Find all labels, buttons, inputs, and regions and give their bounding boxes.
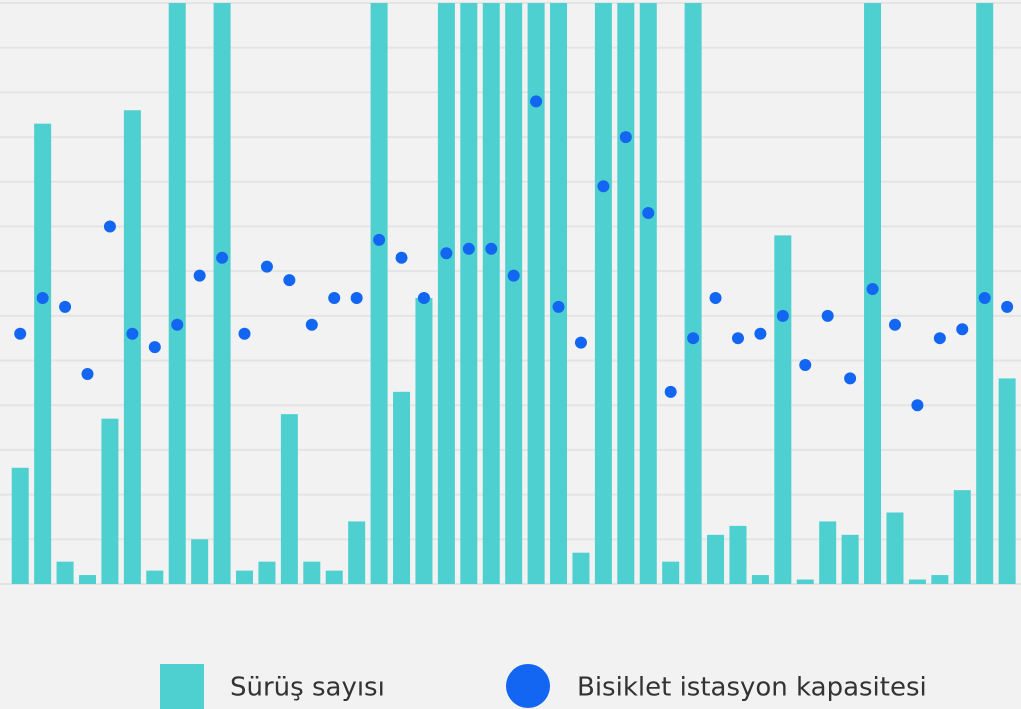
- dot: [844, 372, 857, 385]
- dot: [619, 131, 632, 144]
- bar: [998, 378, 1016, 584]
- bar: [236, 570, 254, 584]
- dot: [283, 274, 296, 287]
- bar: [101, 418, 119, 584]
- bar: [482, 3, 500, 585]
- dot: [978, 291, 991, 304]
- bar: [550, 3, 568, 585]
- dot: [350, 291, 363, 304]
- dot: [754, 327, 767, 340]
- dot: [866, 283, 879, 296]
- bar: [123, 110, 141, 584]
- dot: [574, 336, 587, 349]
- dot: [126, 327, 139, 340]
- bar: [819, 521, 837, 584]
- bar: [56, 561, 74, 584]
- bar: [908, 579, 926, 584]
- bar: [415, 297, 433, 584]
- dot: [305, 318, 318, 331]
- legend: Sürüş sayısı Bisiklet istasyon kapasitesi: [160, 664, 927, 709]
- bar: [168, 3, 186, 585]
- dot: [776, 309, 789, 322]
- bar: [931, 575, 949, 584]
- dot: [193, 269, 206, 282]
- bar: [572, 552, 590, 584]
- dot: [216, 251, 229, 264]
- bar: [79, 575, 97, 584]
- bar: [303, 561, 321, 584]
- dot: [59, 300, 72, 313]
- bar: [325, 570, 343, 584]
- dot: [417, 291, 430, 304]
- bar: [774, 235, 792, 584]
- bar: [505, 3, 523, 585]
- dot: [260, 260, 273, 273]
- dot: [238, 327, 251, 340]
- dot: [552, 300, 565, 313]
- bar: [11, 467, 29, 584]
- dot: [709, 291, 722, 304]
- dot: [81, 367, 94, 380]
- dot: [36, 291, 49, 304]
- bar: [213, 3, 231, 585]
- dot: [148, 341, 161, 354]
- dot: [485, 242, 498, 255]
- bar: [841, 534, 859, 584]
- bar: [684, 3, 702, 585]
- dot: [911, 399, 924, 412]
- legend-label: Bisiklet istasyon kapasitesi: [577, 673, 927, 703]
- bar: [191, 539, 209, 584]
- plot: [11, 3, 1016, 585]
- dot: [664, 385, 677, 398]
- dot: [799, 359, 812, 372]
- dot: [821, 309, 834, 322]
- dot: [373, 233, 386, 246]
- legend-swatch: [160, 664, 204, 709]
- dot: [642, 207, 655, 220]
- bar: [953, 490, 971, 584]
- bar: [146, 570, 164, 584]
- bar: [258, 561, 276, 584]
- bar: [460, 3, 478, 585]
- dot: [530, 95, 543, 108]
- dot: [395, 251, 408, 264]
- bar: [393, 391, 411, 584]
- dot: [14, 327, 27, 340]
- dot: [933, 332, 946, 345]
- bar: [886, 512, 904, 584]
- legend-swatch: [506, 664, 550, 708]
- dot: [731, 332, 744, 345]
- dot: [171, 318, 184, 331]
- bar: [707, 534, 725, 584]
- bar: [639, 3, 657, 585]
- dot: [507, 269, 520, 282]
- dot: [956, 323, 969, 336]
- bar: [729, 525, 747, 584]
- bar: [662, 561, 680, 584]
- bar: [437, 3, 455, 585]
- dot: [687, 332, 700, 345]
- dot: [888, 318, 901, 331]
- bar: [594, 3, 612, 585]
- bar: [751, 575, 769, 584]
- bar: [527, 3, 545, 585]
- dot: [1001, 300, 1014, 313]
- dot: [462, 242, 475, 255]
- dot: [103, 220, 116, 233]
- bar: [34, 123, 52, 585]
- dot: [440, 247, 453, 260]
- bar: [280, 414, 298, 584]
- legend-label: Sürüş sayısı: [230, 673, 385, 703]
- bar: [348, 521, 366, 584]
- dot: [597, 180, 610, 193]
- dot: [328, 291, 341, 304]
- bar: [617, 3, 635, 585]
- bar: [370, 3, 388, 585]
- bar: [796, 579, 814, 584]
